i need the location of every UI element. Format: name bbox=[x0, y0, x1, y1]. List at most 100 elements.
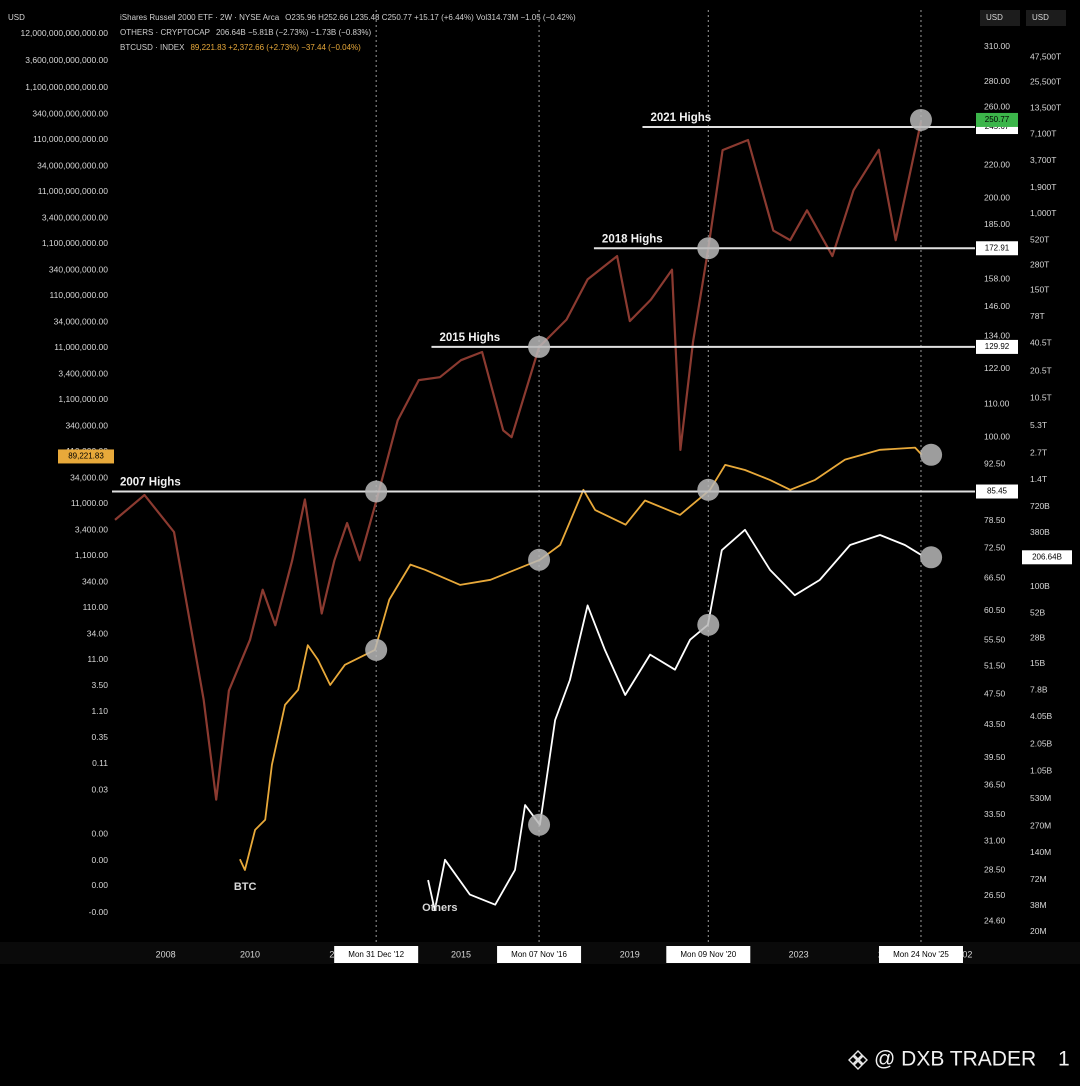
y3ticks-label: 52B bbox=[1030, 607, 1045, 617]
y3ticks-label: 4.05B bbox=[1030, 711, 1053, 721]
x-tick-label: 2008 bbox=[156, 949, 176, 959]
binance-logo bbox=[848, 1050, 868, 1070]
yticks-label: 34,000,000.00 bbox=[54, 316, 109, 326]
x-tick-label: 2019 bbox=[620, 949, 640, 959]
y2ticks-label: 39.50 bbox=[984, 752, 1006, 762]
y2ticks-label: 260.00 bbox=[984, 102, 1010, 112]
y3ticks-label: 10.5T bbox=[1030, 392, 1052, 402]
y2ticks-label: 110.00 bbox=[984, 399, 1010, 409]
level-price: 85.45 bbox=[987, 487, 1008, 496]
highlight-circle bbox=[365, 638, 388, 661]
date-label-box bbox=[878, 946, 963, 963]
yticks-label: 0.00 bbox=[91, 855, 108, 865]
last-value-label: 250.77 bbox=[985, 115, 1010, 124]
y2ticks-label: 66.50 bbox=[984, 572, 1006, 582]
x-tick-label: 02 bbox=[962, 949, 972, 959]
yticks-label: 340.00 bbox=[82, 577, 108, 587]
y3ticks-label: 280T bbox=[1030, 259, 1049, 269]
highlight-circle bbox=[365, 480, 388, 503]
y2ticks-label: 280.00 bbox=[984, 76, 1010, 86]
last-value-label: 89,221.83 bbox=[68, 452, 104, 461]
logo-shape bbox=[848, 1050, 868, 1070]
yticks-label: 1,100,000,000.00 bbox=[42, 238, 108, 248]
y2ticks-label: 146.00 bbox=[984, 301, 1010, 311]
yticks-label: 0.35 bbox=[91, 732, 108, 742]
level-price-box bbox=[976, 241, 1018, 256]
yticks-label: 0.11 bbox=[92, 758, 108, 768]
yticks-label: 0.00 bbox=[91, 880, 108, 890]
yticks-label: -0.00 bbox=[89, 907, 109, 917]
y3ticks-label: 3,700T bbox=[1030, 155, 1056, 165]
yticks-label: 1.10 bbox=[91, 706, 108, 716]
yticks-label: 12,000,000,000,000.00 bbox=[21, 28, 109, 38]
legend-name: OTHERS · CRYPTOCAP bbox=[120, 28, 210, 37]
yticks-label: 11,000.00 bbox=[71, 498, 108, 508]
y2ticks-label: 158.00 bbox=[984, 274, 1010, 284]
y2ticks-label: 55.50 bbox=[984, 635, 1006, 645]
y3ticks-label: 140M bbox=[1030, 847, 1051, 857]
y2ticks-label: 28.50 bbox=[984, 865, 1006, 875]
y3ticks-label: 2.05B bbox=[1030, 738, 1053, 748]
y2ticks-label: 26.50 bbox=[984, 890, 1006, 900]
level-label: 2007 Highs bbox=[120, 477, 181, 489]
y3ticks-label: 25,500T bbox=[1030, 77, 1061, 87]
highlight-circle bbox=[909, 108, 932, 131]
y2ticks-label: 36.50 bbox=[984, 779, 1006, 789]
highlight-circle bbox=[528, 548, 551, 571]
yticks-label: 110.00 bbox=[83, 602, 109, 612]
legend-name: BTCUSD · INDEX bbox=[120, 43, 185, 52]
last-value-box bbox=[1022, 550, 1072, 565]
unit-box bbox=[1026, 10, 1066, 26]
yticks-label: 340,000.00 bbox=[65, 420, 108, 430]
y2ticks-label: 100.00 bbox=[984, 431, 1010, 441]
level-price-box bbox=[976, 339, 1018, 354]
y2ticks-label: 24.60 bbox=[984, 916, 1006, 926]
y3ticks-label: 47,500T bbox=[1030, 51, 1061, 61]
yticks-label: 0.00 bbox=[91, 828, 108, 838]
level-price-box bbox=[976, 484, 1018, 499]
unit-box bbox=[980, 10, 1020, 26]
highlight-circle bbox=[697, 478, 720, 501]
y2ticks-label: 185.00 bbox=[984, 219, 1010, 229]
y3ticks-label: 40.5T bbox=[1030, 338, 1052, 348]
y3ticks-label: 100B bbox=[1030, 581, 1050, 591]
legend-name: iShares Russell 2000 ETF · 2W · NYSE Arc… bbox=[120, 13, 280, 22]
y3ticks-label: 38M bbox=[1030, 900, 1047, 910]
level-label: 2018 Highs bbox=[602, 233, 663, 245]
y3ticks-label: 1,000T bbox=[1030, 208, 1056, 218]
y3ticks-label: 13,500T bbox=[1030, 102, 1061, 112]
last-value-box bbox=[58, 449, 114, 464]
y3ticks-label: 20.5T bbox=[1030, 365, 1052, 375]
last-value-box bbox=[976, 112, 1018, 127]
y2ticks-label: 47.50 bbox=[984, 688, 1006, 698]
y3ticks-label: 5.3T bbox=[1030, 420, 1047, 430]
x-tick-label: 2015 bbox=[451, 949, 471, 959]
legend-entry: BTCUSD · INDEX 89,221.83 +2,372.66 (+2.73… bbox=[120, 43, 361, 52]
footer-handle: @ DXB TRADER bbox=[874, 1048, 1036, 1071]
y2ticks-label: 92.50 bbox=[984, 458, 1006, 468]
y3ticks-label: 15B bbox=[1030, 658, 1045, 668]
y2ticks-label: 51.50 bbox=[984, 661, 1006, 671]
x-tick-label: 2010 bbox=[240, 949, 260, 959]
yticks-label: 1,100,000,000,000.00 bbox=[25, 82, 108, 92]
series-line bbox=[427, 528, 922, 912]
y2ticks-label: 72.50 bbox=[984, 542, 1006, 552]
highlight-circle bbox=[920, 443, 943, 466]
date-label: Mon 09 Nov '20 bbox=[680, 950, 736, 959]
y2ticks-label: 33.50 bbox=[984, 809, 1006, 819]
yticks-label: 110,000,000.00 bbox=[50, 290, 109, 300]
y3ticks-label: 2.7T bbox=[1030, 447, 1047, 457]
y3ticks-label: 520T bbox=[1030, 234, 1049, 244]
x-tick-label: 2023 bbox=[789, 949, 809, 959]
y3ticks-label: 530M bbox=[1030, 793, 1051, 803]
y3ticks-label: 720B bbox=[1030, 501, 1050, 511]
footer-page: 1 bbox=[1058, 1048, 1070, 1071]
y2ticks-label: 134.00 bbox=[984, 330, 1010, 340]
series-label: Others bbox=[422, 902, 457, 914]
last-value-label: 206.64B bbox=[1032, 552, 1062, 561]
legend-values: O235.96 H252.66 L235.48 C250.77 +15.17 (… bbox=[285, 13, 576, 22]
yticks-label: 0.03 bbox=[91, 785, 108, 795]
yticks-label: 3.50 bbox=[91, 680, 108, 690]
series-line bbox=[239, 446, 923, 871]
yticks-label: 11.00 bbox=[87, 654, 108, 664]
